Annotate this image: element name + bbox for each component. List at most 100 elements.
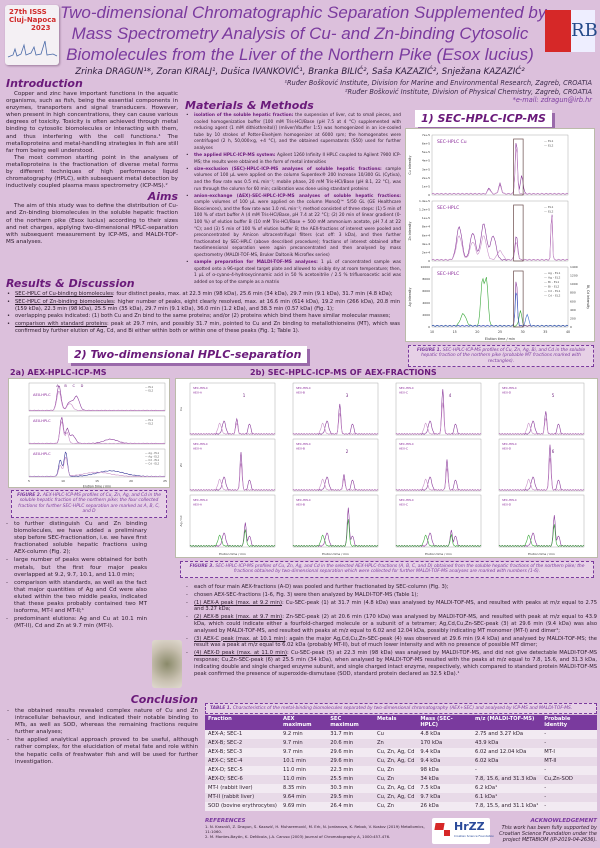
plot-frame (431, 266, 569, 328)
table-cell: AEX-D; SEC-5 (205, 765, 280, 775)
fig2-heading: 2a) AEX-HPLC-ICP-MS (10, 368, 107, 377)
introduction-heading: Introduction (6, 77, 83, 90)
caption-label: TABLE 1. (210, 706, 232, 711)
methods-section: Materials & Methods isolation of the sol… (185, 99, 401, 287)
table-cell: - (541, 801, 597, 811)
table-row: MT-I (rabbit liver) 8.35 min 30.3 min Cu, Z… (205, 783, 597, 793)
table-cell: 10.1 min (279, 756, 328, 766)
panel-label: SEC-HPLC (193, 442, 208, 446)
results-item: comparison with standard proteins: peak … (6, 321, 400, 335)
results-item: SEC-HPLC of Cu-binding biomolecules: fou… (6, 291, 400, 298)
table-header-cell: SEC maximum (327, 715, 374, 730)
chromatogram-trace (189, 422, 276, 435)
discussion-item: (3) AEX-C peak (max. at 10.1 min): again… (185, 636, 597, 650)
discussion-item: (2) AEX-B peak (max. at 9.7 min): Zn-SEC… (185, 614, 597, 634)
table-cell: Cu, Zn, Ag, Cd (373, 747, 418, 757)
table-row: AEX-C; SEC-4 10.1 min 29.6 min Cu, Zn, Ag, … (205, 756, 597, 766)
table-cell: - (541, 783, 597, 793)
panel-fraction-label: AEX-C (399, 503, 408, 507)
y2-tick-label: 800 (570, 291, 576, 295)
funder-logo-subtext: Croatian Science Foundation (454, 834, 495, 838)
chromatogram-trace (431, 292, 569, 327)
x-axis-label: Elution time / min (425, 552, 452, 556)
chromatogram-trace (395, 459, 482, 491)
introduction-paragraph: Copper and zinc have important functions… (6, 91, 178, 154)
methods-list: isolation of the soluble hepatic fractio… (185, 113, 401, 286)
legend-entry: — EL2 (544, 210, 554, 214)
caption-text: SEC-HPLC-ICP-MS profiles of Cu, Zn, Ag, … (421, 348, 586, 364)
results-heading: Results & Discussion (6, 277, 135, 290)
plot-frame (395, 438, 482, 492)
table-row: MT-II (rabbit liver) 9.64 min 29.5 min Cu, … (205, 792, 597, 802)
legend-entry: — EL1 (544, 139, 554, 143)
chromatogram-trace (395, 529, 482, 547)
methods-item-text: Agilent 1260 Infinity II HPLC coupled to… (194, 153, 401, 165)
y-tick-label: 2000 (422, 313, 430, 317)
y-tick-label: 0 (428, 325, 430, 329)
caption-text: SEC-HPLC-ICP-MS profiles of Cu, Zn, Ag, … (214, 564, 585, 575)
contact-email[interactable]: *e-mail: zdragun@irb.hr (512, 96, 592, 105)
legend-entry: — EL1 (145, 385, 154, 389)
conference-logo: 27th ISSS Cluj-Napoca 2023 (5, 5, 59, 65)
chromatogram-trace (498, 411, 585, 435)
table-cell: AEX-B; SEC-2 (205, 738, 280, 748)
table-cell: 29.6 min (327, 747, 374, 757)
plot-frame (292, 438, 379, 492)
y-tick-label: 5e+5 (422, 150, 430, 154)
plot-frame (292, 494, 379, 548)
legend-entry: — Ag - EL2 (145, 455, 160, 459)
panel-label: SEC-HPLC (296, 442, 311, 446)
fraction-number: 2 (346, 449, 349, 454)
x-tick-label: 20 (129, 479, 133, 483)
legend-entry: — EL2 (544, 144, 554, 148)
acknowledgement-heading: ACKNOWLEDGEMENT (530, 818, 597, 824)
caption-text: Characteristics of the metal-binding bio… (231, 706, 573, 711)
table-cell: 9.7 min (279, 747, 328, 757)
conclusion-heading: Conclusion (130, 693, 198, 706)
methods-item: size-exclusion (SEC)-HPLC-ICP-MS analyse… (185, 167, 401, 193)
section2-title: 2) Two-dimensional HPLC-separation (68, 346, 308, 363)
table-row: AEX-B; SEC-3 9.7 min 29.6 min Cu, Zn, Ag, C… (205, 747, 597, 757)
fraction-marker: D (81, 384, 84, 388)
table-cell: AEX-A; SEC-1 (205, 729, 280, 739)
table-cell: 9.4 kDa (417, 756, 473, 766)
methods-item-label: the applied HPLC-ICP-MS system: (194, 153, 276, 159)
methods-item-label: sample preparation for MALDI-TOF-MS anal… (194, 260, 318, 266)
panel-label: SEC-HPLC (437, 271, 459, 277)
y-tick-label: 6000 (422, 289, 430, 293)
reference-item: 2. M. Montes-Bayón, K. DeNicola, J.A. Ca… (205, 833, 391, 839)
figure-1: SEC-HPLC Cu Cu Intensity 0 1e+5 2e+5 3e+5 4e+5… (405, 128, 595, 342)
panel-fraction-label: AEX-C (399, 391, 408, 395)
methods-item-text: sample volumes of 100 μL were applied on… (194, 200, 401, 258)
table-cell: 43.9 kDa (472, 738, 542, 748)
introduction-paragraph: The most common starting point in the an… (6, 154, 178, 190)
chromatogram-trace (189, 463, 276, 491)
methods-item: the applied HPLC-ICP-MS system: Agilent … (185, 153, 401, 166)
y2-tick-label: 1200 (570, 274, 578, 278)
panel-fraction-label: AEX-B (296, 503, 305, 507)
table-header-cell: m/z (MALDI-TOF-MS) (472, 715, 542, 730)
y2-tick-label: 0 (570, 325, 572, 329)
table-1-caption: TABLE 1. Characteristics of the metal-bi… (205, 703, 597, 715)
figure-1-caption: FIGURE 1. SEC-HPLC-ICP-MS profiles of Cu… (408, 345, 594, 368)
table-row: SOD (bovine erythrocytes) 9.69 min 26.4 mi… (205, 801, 597, 811)
x-tick-label: 40 (566, 330, 570, 334)
conclusion-list: the obtained results revealed complex na… (6, 708, 198, 766)
table-cell: 29.6 min (327, 756, 374, 766)
x-axis-label: Elution time / min (219, 552, 246, 556)
chromatogram-trace (395, 402, 482, 435)
plot-frame (28, 382, 166, 412)
legend-entry: — EL1 (544, 205, 554, 209)
table-cell: 9.2 min (279, 729, 328, 739)
figure-2: AEX-HPLC — EL1— EL2 AEX-HPLC — EL1— EL2 AEX-… (8, 378, 170, 489)
y-tick-label: 1.2e+5 (419, 208, 430, 212)
legend-entry: — Cd - EL2 (544, 294, 561, 298)
table-cell: 34 kDa (417, 774, 473, 784)
plot-frame (395, 494, 482, 548)
x-tick-label: 10 (430, 330, 434, 334)
table-cell: - (541, 738, 597, 748)
chromatogram-trace (292, 519, 379, 547)
legend-entry: — EL2 (145, 389, 154, 393)
mt-fraction-rectangle (513, 138, 524, 196)
title-line: Two-dimensional Chromatographic Separati… (60, 3, 547, 22)
